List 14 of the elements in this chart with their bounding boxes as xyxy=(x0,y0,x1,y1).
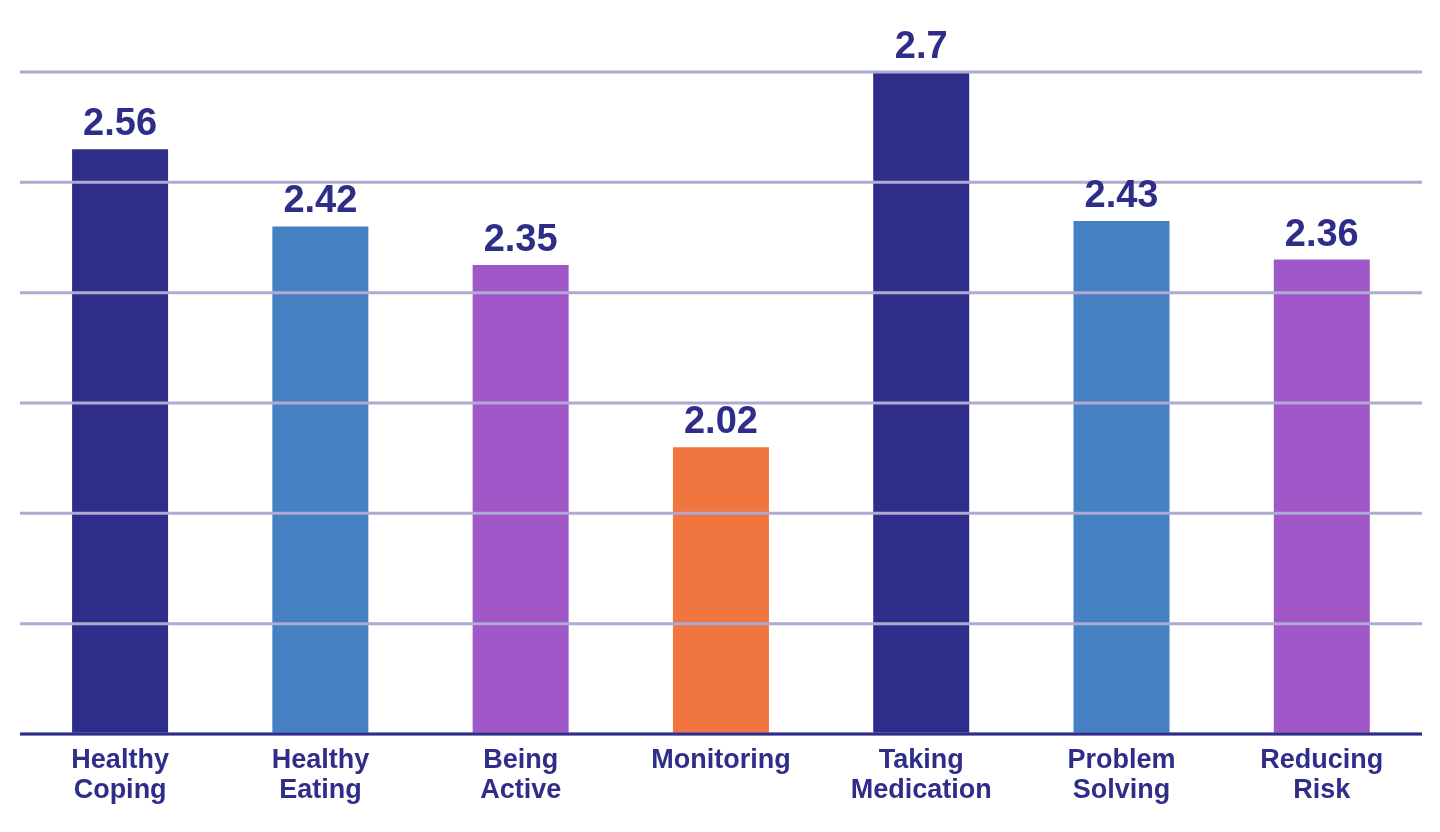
x-tick-label: Being Active xyxy=(480,744,562,804)
x-tick-label: Healthy Eating xyxy=(271,744,370,804)
data-label: 2.56 xyxy=(83,101,158,144)
x-tick-label: Problem Solving xyxy=(1067,744,1176,804)
data-label: 2.7 xyxy=(894,24,948,66)
data-label: 2.35 xyxy=(483,217,558,260)
x-tick-label: Taking Medication xyxy=(850,744,992,804)
data-label: 2.42 xyxy=(283,178,358,221)
x-tick-label: Monitoring xyxy=(651,744,791,774)
data-label: 2.02 xyxy=(683,399,758,442)
x-tick-label: Healthy Coping xyxy=(71,744,169,804)
data-label: 2.43 xyxy=(1084,172,1159,215)
data-label: 2.36 xyxy=(1284,211,1359,254)
x-tick-label: Reducing Risk xyxy=(1260,744,1384,804)
